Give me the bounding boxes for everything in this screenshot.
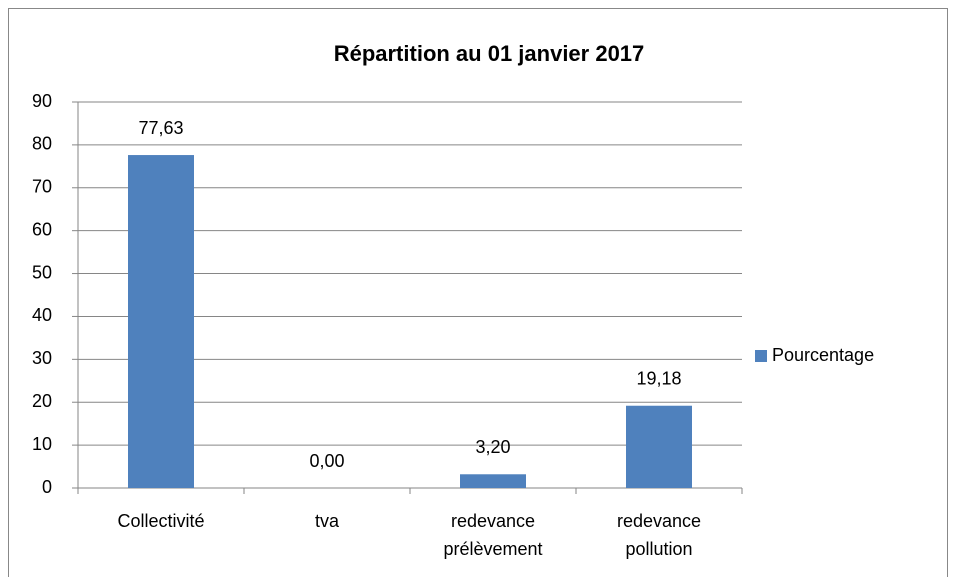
y-tick-label: 50 xyxy=(32,262,52,282)
x-tick-label: redevance prélèvement xyxy=(443,511,542,559)
x-tick-label: tva xyxy=(315,511,340,531)
x-tick-label: redevance pollution xyxy=(617,511,701,559)
chart-title: Répartition au 01 janvier 2017 xyxy=(334,41,645,66)
legend-swatch xyxy=(755,350,767,362)
bar xyxy=(626,405,692,488)
y-tick-label: 60 xyxy=(32,219,52,239)
data-label: 0,00 xyxy=(309,451,344,471)
bar xyxy=(128,155,194,488)
y-tick-label: 80 xyxy=(32,134,52,154)
data-label: 77,63 xyxy=(138,118,183,138)
bar xyxy=(460,474,526,488)
data-label: 19,18 xyxy=(636,368,681,388)
y-tick-label: 10 xyxy=(32,434,52,454)
data-label: 3,20 xyxy=(475,437,510,457)
x-tick-label: Collectivité xyxy=(117,511,204,531)
y-tick-label: 40 xyxy=(32,305,52,325)
y-tick-label: 30 xyxy=(32,348,52,368)
y-tick-label: 20 xyxy=(32,391,52,411)
y-tick-label: 90 xyxy=(32,91,52,111)
legend-label: Pourcentage xyxy=(772,345,874,365)
y-tick-label: 0 xyxy=(42,477,52,497)
y-tick-label: 70 xyxy=(32,177,52,197)
